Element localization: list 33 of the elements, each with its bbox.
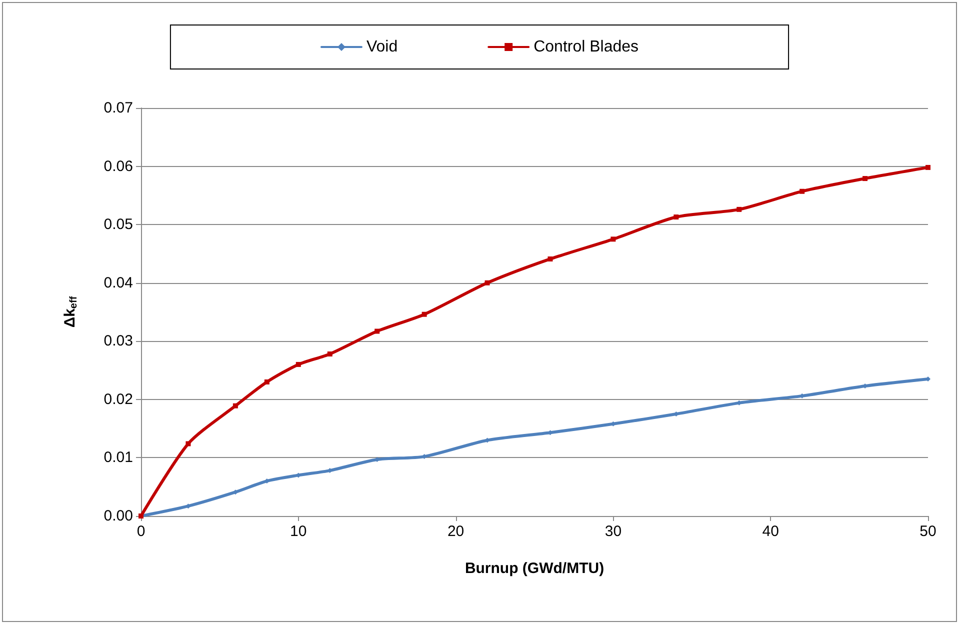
point bbox=[862, 176, 868, 182]
point bbox=[926, 164, 930, 170]
point bbox=[264, 379, 270, 384]
y-tick-label: 0.00 bbox=[104, 508, 133, 524]
y-tick-label: 0.03 bbox=[104, 332, 133, 350]
point bbox=[296, 362, 301, 367]
x-tick-label: 30 bbox=[604, 523, 622, 540]
legend-label: Control Blades bbox=[534, 38, 639, 56]
point bbox=[374, 328, 380, 334]
y-tick-label: 0.05 bbox=[104, 216, 133, 234]
point bbox=[422, 312, 427, 317]
y-tick-label: 0.01 bbox=[104, 449, 133, 466]
point bbox=[484, 280, 490, 286]
point bbox=[800, 188, 805, 194]
x-tick-label: 50 bbox=[920, 523, 936, 540]
y-tick-label: 0.07 bbox=[104, 100, 133, 116]
point bbox=[610, 236, 616, 242]
y-tick-label: 0.06 bbox=[104, 158, 133, 175]
x-tick-label: 0 bbox=[136, 523, 146, 540]
point bbox=[186, 441, 191, 446]
x-tick-label: 40 bbox=[762, 523, 779, 540]
y-axis-title: Δkeff bbox=[62, 296, 80, 328]
x-tick-label: 10 bbox=[290, 523, 307, 540]
point bbox=[736, 206, 742, 212]
y-tick-label: 0.02 bbox=[104, 390, 133, 408]
x-tick-label: 20 bbox=[447, 523, 464, 540]
point bbox=[327, 351, 332, 356]
x-axis-title: Burnup (GWd/MTU) bbox=[464, 560, 604, 577]
point bbox=[548, 256, 553, 262]
y-tick-label: 0.04 bbox=[104, 274, 133, 292]
point bbox=[232, 403, 238, 408]
point bbox=[674, 214, 679, 220]
legend-label: Void bbox=[366, 38, 398, 56]
